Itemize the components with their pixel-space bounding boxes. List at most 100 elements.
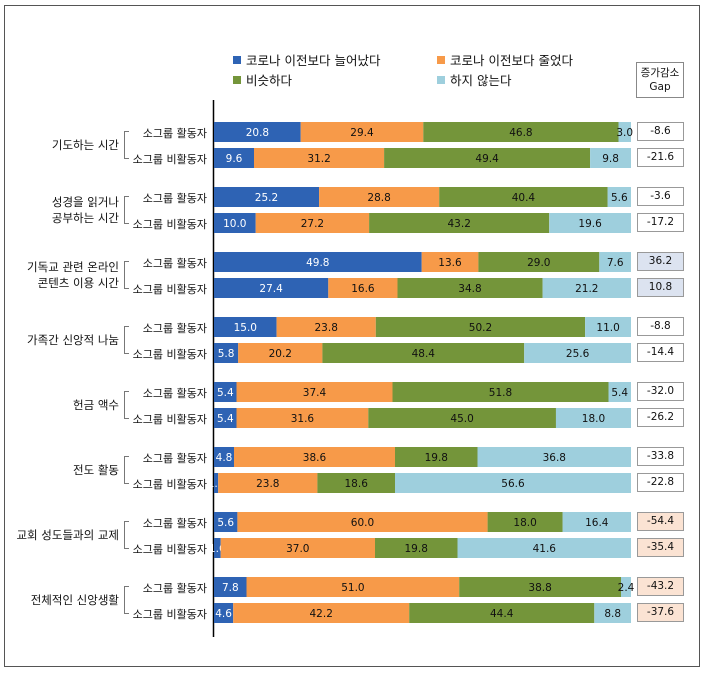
bar-value-label: 51.8 bbox=[489, 387, 512, 399]
bar-value-label: 45.0 bbox=[450, 413, 473, 425]
row-label: 소그룹 비활동자 bbox=[132, 413, 207, 426]
gap-value: 36.2 bbox=[637, 252, 684, 271]
bar-value-label: 48.4 bbox=[412, 348, 436, 360]
bar-segment bbox=[328, 278, 398, 298]
group-bracket bbox=[124, 586, 129, 614]
bar-value-label: 23.8 bbox=[315, 322, 338, 334]
group-label: 헌금 액수 bbox=[0, 397, 119, 413]
gap-value: -14.4 bbox=[637, 343, 684, 362]
bar-value-label: 37.0 bbox=[286, 543, 309, 555]
bar-segment bbox=[233, 603, 410, 623]
row-label: 소그룹 비활동자 bbox=[132, 348, 207, 361]
group-bracket bbox=[124, 196, 129, 224]
bar-value-label: 19.6 bbox=[578, 218, 602, 230]
bar-segment bbox=[214, 252, 422, 272]
bar-segment bbox=[384, 148, 591, 168]
bar-value-label: 21.2 bbox=[575, 283, 598, 295]
bar-segment bbox=[524, 343, 631, 363]
bar-segment bbox=[214, 122, 301, 142]
row-label: 소그룹 비활동자 bbox=[132, 543, 207, 556]
legend-swatch bbox=[437, 75, 445, 84]
bar-value-label: 34.8 bbox=[458, 283, 481, 295]
bar-value-label: 5.6 bbox=[611, 192, 628, 204]
bar-segment bbox=[214, 343, 239, 363]
gap-value: -37.6 bbox=[637, 603, 684, 622]
bar-value-label: 27.4 bbox=[259, 283, 283, 295]
bar-value-label: 31.6 bbox=[291, 413, 315, 425]
bar-segment bbox=[392, 382, 609, 402]
group-label: 성경을 읽거나 공부하는 시간 bbox=[0, 194, 119, 226]
legend-item: 비슷하다 bbox=[233, 70, 292, 89]
bar-segment bbox=[542, 278, 631, 298]
group-label-line: 기독교 관련 온라인 bbox=[27, 260, 119, 274]
legend-label: 코로나 이전보다 줄었다 bbox=[450, 53, 573, 68]
bar-value-label: 46.8 bbox=[509, 127, 532, 139]
bar-segment bbox=[300, 122, 424, 142]
bar-value-label: 4.6 bbox=[215, 608, 232, 620]
row-label: 소그룹 활동자 bbox=[142, 257, 207, 270]
bar-segment bbox=[549, 213, 631, 233]
bar-value-label: 40.4 bbox=[512, 192, 536, 204]
bar-value-label: 11.0 bbox=[596, 322, 619, 334]
gap-value: -54.4 bbox=[637, 512, 684, 531]
bar-segment bbox=[555, 408, 631, 428]
group-label-line: 전도 활동 bbox=[73, 463, 119, 477]
group-label-line: 교회 성도들과의 교제 bbox=[16, 528, 119, 542]
row-label: 소그룹 비활동자 bbox=[132, 478, 207, 491]
bar-value-label: 5.4 bbox=[217, 387, 234, 399]
gap-value: -8.8 bbox=[637, 317, 684, 336]
bar-segment bbox=[214, 187, 320, 207]
row-label: 소그룹 활동자 bbox=[142, 452, 207, 465]
gap-value: 10.8 bbox=[637, 278, 684, 297]
bar-segment bbox=[409, 603, 595, 623]
bar-value-label: 5.4 bbox=[217, 413, 234, 425]
bar-value-label: 9.8 bbox=[602, 153, 619, 165]
bar-value-label: 60.0 bbox=[351, 517, 374, 529]
row-label: 소그룹 비활동자 bbox=[132, 283, 207, 296]
gap-value: -26.2 bbox=[637, 408, 684, 427]
bar-value-label: 23.8 bbox=[256, 478, 279, 490]
row-label: 소그룹 비활동자 bbox=[132, 608, 207, 621]
bar-segment bbox=[214, 148, 254, 168]
row-label: 소그룹 활동자 bbox=[142, 517, 207, 530]
gap-header-line2: Gap bbox=[649, 81, 671, 93]
bar-segment bbox=[478, 252, 600, 272]
bar-segment bbox=[236, 408, 369, 428]
bar-value-label: 5.4 bbox=[611, 387, 628, 399]
bar-segment bbox=[214, 512, 238, 532]
group-bracket bbox=[124, 326, 129, 354]
group-bracket bbox=[124, 131, 129, 159]
group-label: 기도하는 시간 bbox=[0, 137, 119, 153]
group-label: 가족간 신앙적 나눔 bbox=[0, 332, 119, 348]
bar-value-label: 51.0 bbox=[341, 582, 364, 594]
legend-swatch bbox=[233, 75, 241, 84]
bar-segment bbox=[562, 512, 631, 532]
bar-segment bbox=[319, 187, 440, 207]
bar-segment bbox=[395, 473, 631, 493]
row-label: 소그룹 비활동자 bbox=[132, 153, 207, 166]
bar-segment bbox=[375, 317, 586, 337]
bar-segment bbox=[255, 213, 370, 233]
bar-segment bbox=[238, 343, 323, 363]
group-label-line: 성경을 읽거나 bbox=[51, 195, 119, 209]
bar-segment bbox=[234, 447, 395, 467]
bar-segment bbox=[421, 252, 479, 272]
bar-value-label: 8.8 bbox=[604, 608, 621, 620]
bar-value-label: 43.2 bbox=[448, 218, 471, 230]
bar-value-label: 44.4 bbox=[490, 608, 514, 620]
bar-segment bbox=[237, 512, 488, 532]
bar-value-label: 18.6 bbox=[345, 478, 369, 490]
legend-swatch bbox=[437, 55, 445, 64]
gap-value: -22.8 bbox=[637, 473, 684, 492]
bar-segment bbox=[246, 577, 460, 597]
gap-value: -35.4 bbox=[637, 538, 684, 557]
bar-value-label: 10.0 bbox=[223, 218, 246, 230]
legend-item: 코로나 이전보다 줄었다 bbox=[437, 50, 573, 69]
bar-value-label: 9.6 bbox=[226, 153, 243, 165]
group-bracket bbox=[124, 391, 129, 419]
group-label: 전체적인 신앙생활 bbox=[0, 592, 119, 608]
gap-value: -17.2 bbox=[637, 213, 684, 232]
bar-segment bbox=[214, 577, 247, 597]
bar-value-label: 41.6 bbox=[533, 543, 557, 555]
bar-value-label: 38.6 bbox=[303, 452, 327, 464]
